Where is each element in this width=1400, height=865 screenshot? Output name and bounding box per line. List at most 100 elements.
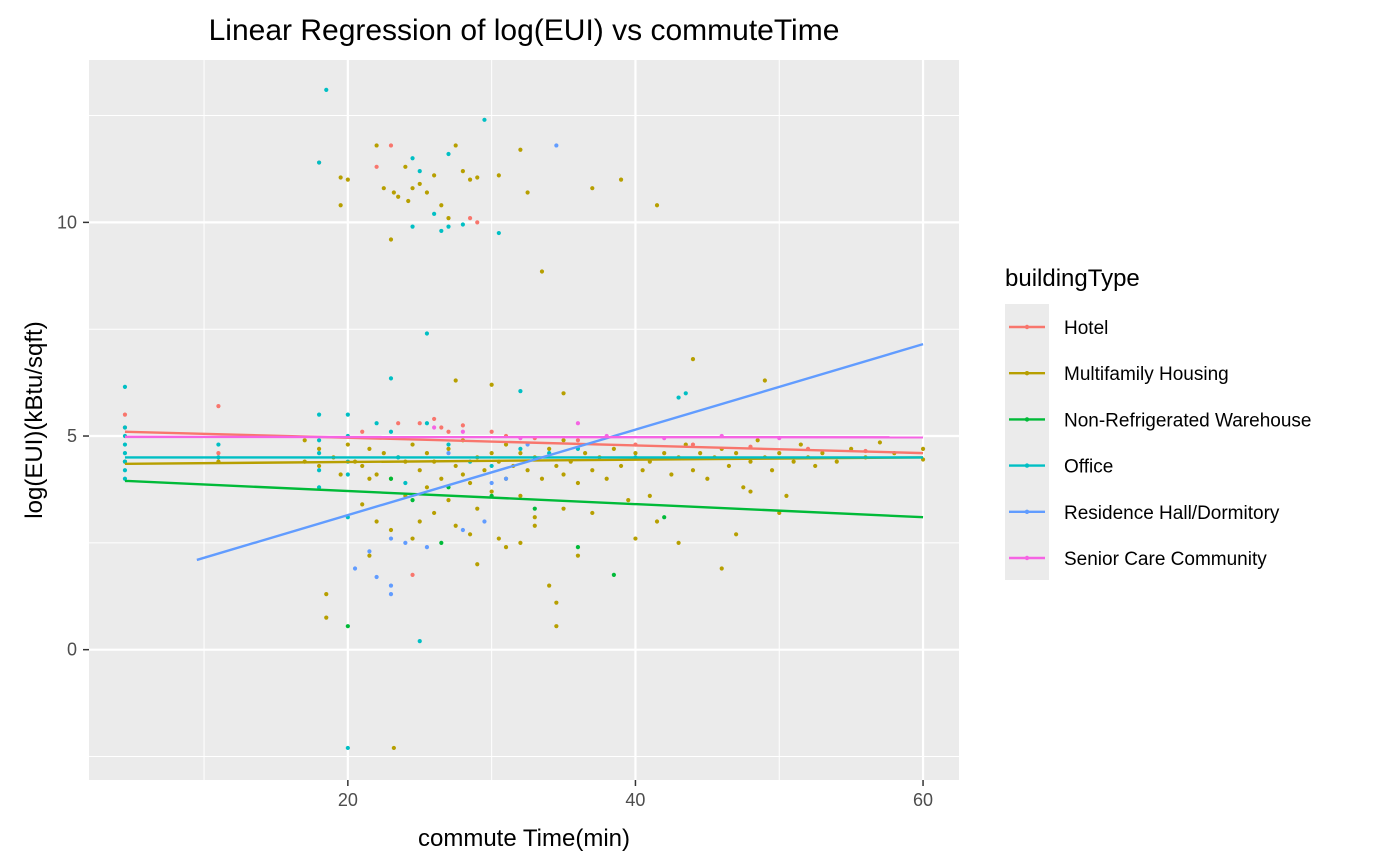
data-point xyxy=(683,391,688,396)
data-point xyxy=(561,472,566,477)
data-point xyxy=(561,438,566,443)
data-point xyxy=(475,562,480,567)
data-point xyxy=(834,459,839,464)
data-point xyxy=(316,446,322,451)
data-point xyxy=(345,412,350,417)
data-point xyxy=(302,438,307,443)
data-point xyxy=(532,515,537,520)
data-point xyxy=(374,143,379,148)
data-point xyxy=(482,117,487,122)
data-point xyxy=(446,216,451,221)
data-point xyxy=(467,216,473,221)
data-point xyxy=(575,438,581,443)
data-point xyxy=(388,429,394,434)
data-point xyxy=(216,404,221,409)
data-point xyxy=(489,382,494,387)
legend-key-point xyxy=(1024,555,1030,561)
data-point xyxy=(360,502,365,507)
data-point xyxy=(316,451,322,456)
data-point xyxy=(439,425,444,430)
data-point xyxy=(417,181,422,187)
y-tick-label: 10 xyxy=(57,212,77,232)
data-point xyxy=(518,493,523,498)
data-point xyxy=(453,378,458,383)
data-point xyxy=(920,446,926,451)
data-point xyxy=(496,173,501,178)
data-point xyxy=(446,498,451,503)
data-point xyxy=(432,173,437,178)
legend-items: Hotel Multifamily Housing Non-Refrigerated… xyxy=(1009,318,1311,570)
data-point xyxy=(489,451,494,456)
regression-line xyxy=(196,343,924,562)
data-point xyxy=(388,536,394,541)
data-point xyxy=(676,395,681,400)
data-point xyxy=(748,459,753,464)
data-point xyxy=(604,476,609,481)
data-point xyxy=(122,425,128,430)
data-point xyxy=(446,224,451,229)
data-point xyxy=(417,468,422,473)
data-point xyxy=(388,527,394,533)
data-point xyxy=(396,421,401,426)
data-point xyxy=(690,442,696,447)
data-point xyxy=(453,523,458,528)
data-point xyxy=(547,583,552,588)
legend-key-point xyxy=(1024,463,1030,468)
data-point xyxy=(705,476,710,481)
data-point xyxy=(654,519,660,524)
data-point xyxy=(345,745,350,751)
data-point xyxy=(460,429,465,434)
data-point xyxy=(424,190,430,195)
data-point xyxy=(453,143,458,148)
data-point xyxy=(367,549,372,554)
data-point xyxy=(611,572,616,577)
data-point xyxy=(410,572,415,577)
data-point xyxy=(345,177,350,182)
data-point xyxy=(482,468,487,473)
x-tick-label: 20 xyxy=(338,790,358,810)
data-point xyxy=(122,468,128,473)
data-point xyxy=(611,446,616,451)
y-axis-title: log(EUI)(kBtu/sqft) xyxy=(21,321,48,518)
data-point xyxy=(482,519,487,524)
data-point xyxy=(590,186,595,191)
data-point xyxy=(345,624,350,629)
data-point xyxy=(410,442,415,447)
y-axis-ticks: 0 5 10 xyxy=(57,212,89,660)
legend-label: Hotel xyxy=(1064,318,1108,339)
y-tick-label: 0 xyxy=(67,640,77,660)
legend: buildingType Hotel Multifamily Housing Non… xyxy=(1005,265,1311,580)
data-point xyxy=(698,451,703,456)
legend-label: Office xyxy=(1064,457,1113,478)
data-point xyxy=(554,624,559,629)
data-point xyxy=(726,463,732,469)
data-point xyxy=(417,421,422,426)
data-point xyxy=(467,177,473,182)
data-point xyxy=(503,545,509,550)
data-point xyxy=(647,493,652,498)
data-point xyxy=(561,391,566,396)
data-point xyxy=(403,480,408,486)
data-point xyxy=(734,451,739,456)
data-point xyxy=(446,451,451,456)
data-point xyxy=(769,468,775,473)
data-point xyxy=(432,211,437,216)
data-point xyxy=(525,190,530,195)
data-point xyxy=(475,175,480,180)
data-point xyxy=(460,222,465,227)
data-point xyxy=(554,600,559,605)
data-point xyxy=(626,498,631,503)
data-point xyxy=(388,143,394,148)
data-point xyxy=(518,540,523,545)
data-point xyxy=(618,177,624,182)
data-point xyxy=(417,639,422,644)
data-point xyxy=(324,592,329,597)
data-point xyxy=(360,463,365,469)
data-point xyxy=(316,438,322,443)
data-point xyxy=(122,442,128,447)
data-point xyxy=(762,378,767,383)
data-point xyxy=(367,476,372,481)
data-point xyxy=(554,143,559,148)
data-point xyxy=(547,446,552,451)
